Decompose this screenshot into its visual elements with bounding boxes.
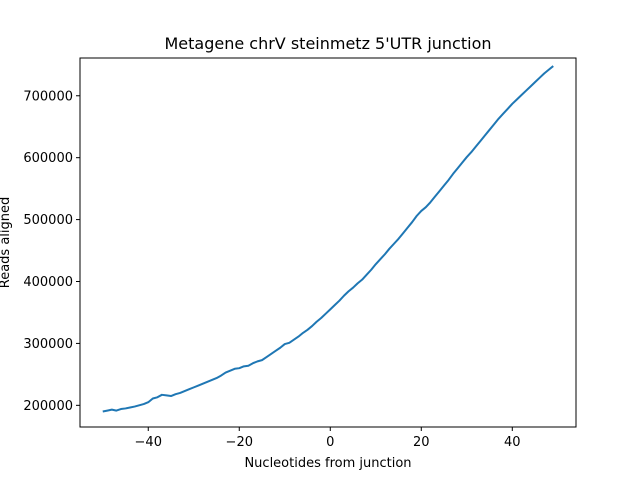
x-tick-label: −20 bbox=[226, 435, 253, 450]
series-line bbox=[102, 65, 554, 413]
y-tick-label: 700000 bbox=[23, 89, 73, 104]
y-axis-label: Reads aligned bbox=[0, 197, 13, 289]
plot-area bbox=[102, 65, 554, 413]
x-tick-label: 40 bbox=[504, 435, 521, 450]
x-tick-label: −40 bbox=[135, 435, 162, 450]
x-axis-label: Nucleotides from junction bbox=[244, 456, 411, 471]
y-tick-label: 500000 bbox=[23, 213, 73, 228]
y-tick-label: 300000 bbox=[23, 337, 73, 352]
y-tick-label: 400000 bbox=[23, 275, 73, 290]
x-tick-label: 0 bbox=[326, 435, 334, 450]
axes-frame bbox=[79, 57, 577, 428]
y-tick-label: 600000 bbox=[23, 151, 73, 166]
y-axis: 200000 300000 400000 500000 600000 700000 bbox=[23, 89, 80, 414]
chart-title: Metagene chrV steinmetz 5'UTR junction bbox=[164, 34, 491, 53]
y-tick-label: 200000 bbox=[23, 399, 73, 414]
x-axis: −40 −20 0 20 40 bbox=[135, 427, 521, 450]
x-tick-label: 20 bbox=[413, 435, 430, 450]
